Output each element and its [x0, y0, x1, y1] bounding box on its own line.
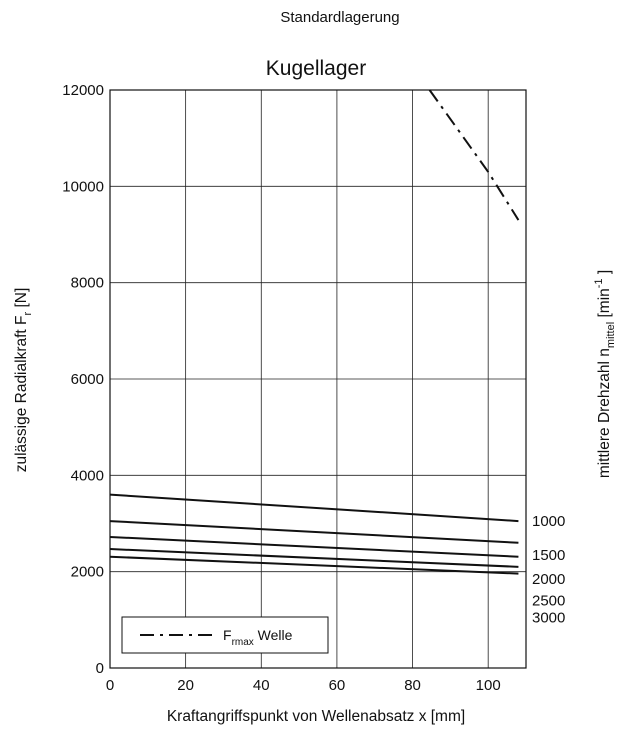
legend: Frmax Welle: [121, 616, 329, 654]
y-tick-label-2: 4000: [71, 467, 104, 484]
speed-label-3000: 3000: [532, 609, 565, 626]
y-tick-label-6: 12000: [62, 82, 104, 99]
series-line-2000: [109, 535, 519, 558]
y-tick-label-0: 0: [96, 660, 104, 677]
y-tick-label-1: 2000: [71, 564, 104, 581]
y2-axis-label-main: mittlere Drehzahl n: [596, 348, 613, 478]
legend-label-sub: rmax: [232, 637, 254, 648]
x-tick-label-4: 80: [404, 677, 421, 694]
y2-axis-label-sub: mittel: [605, 322, 617, 348]
y-axis-label-sub: r: [22, 312, 34, 316]
chart-title: Kugellager: [266, 57, 366, 80]
legend-label-main: F: [223, 627, 232, 643]
speed-label-2500: 2500: [532, 593, 565, 610]
page-header: Standardlagerung: [280, 9, 399, 26]
legend-label-suffix: Welle: [254, 627, 293, 643]
y2-axis-label-unit-open: [min: [596, 288, 613, 322]
x-tick-label-0: 0: [106, 677, 114, 694]
x-tick-label-1: 20: [177, 677, 194, 694]
tick-labels: 0 20 40 60 80 100 0 2000 4000 6000 8000 10000 12000: [62, 82, 500, 694]
y-axis-label: zulässige Radialkraft Fr [N]: [13, 288, 34, 473]
series-line-3000: [109, 555, 519, 575]
y2-axis-label-sup: -1: [593, 278, 605, 288]
speed-label-1500: 1500: [532, 547, 565, 564]
speed-label-2000: 2000: [532, 571, 565, 588]
speed-label-1000: 1000: [532, 513, 565, 530]
x-tick-label-3: 60: [329, 677, 346, 694]
x-tick-label-2: 40: [253, 677, 270, 694]
y-axis-label-main: zulässige Radialkraft F: [13, 316, 30, 473]
grid: [110, 90, 526, 668]
y-tick-label-4: 8000: [71, 275, 104, 292]
series-group: [109, 89, 520, 575]
legend-label: Frmax Welle: [223, 627, 293, 648]
legend-box: [121, 616, 329, 654]
plot-frame: [109, 89, 527, 669]
y2-axis-label: mittlere Drehzahl nmittel [min-1 ]: [593, 270, 617, 478]
y-axis-label-unit: [N]: [13, 288, 30, 312]
series-line-welle: [428, 89, 520, 221]
series-line-2500: [109, 548, 519, 568]
x-tick-label-5: 100: [476, 677, 501, 694]
series-line-1500: [109, 520, 519, 544]
y2-axis-label-unit-close: ]: [596, 270, 613, 279]
x-axis-label: Kraftangriffspunkt von Wellenabsatz x [m…: [167, 708, 465, 725]
series-line-1000: [109, 493, 519, 523]
y-tick-label-5: 10000: [62, 178, 104, 195]
y-tick-label-3: 6000: [71, 371, 104, 388]
